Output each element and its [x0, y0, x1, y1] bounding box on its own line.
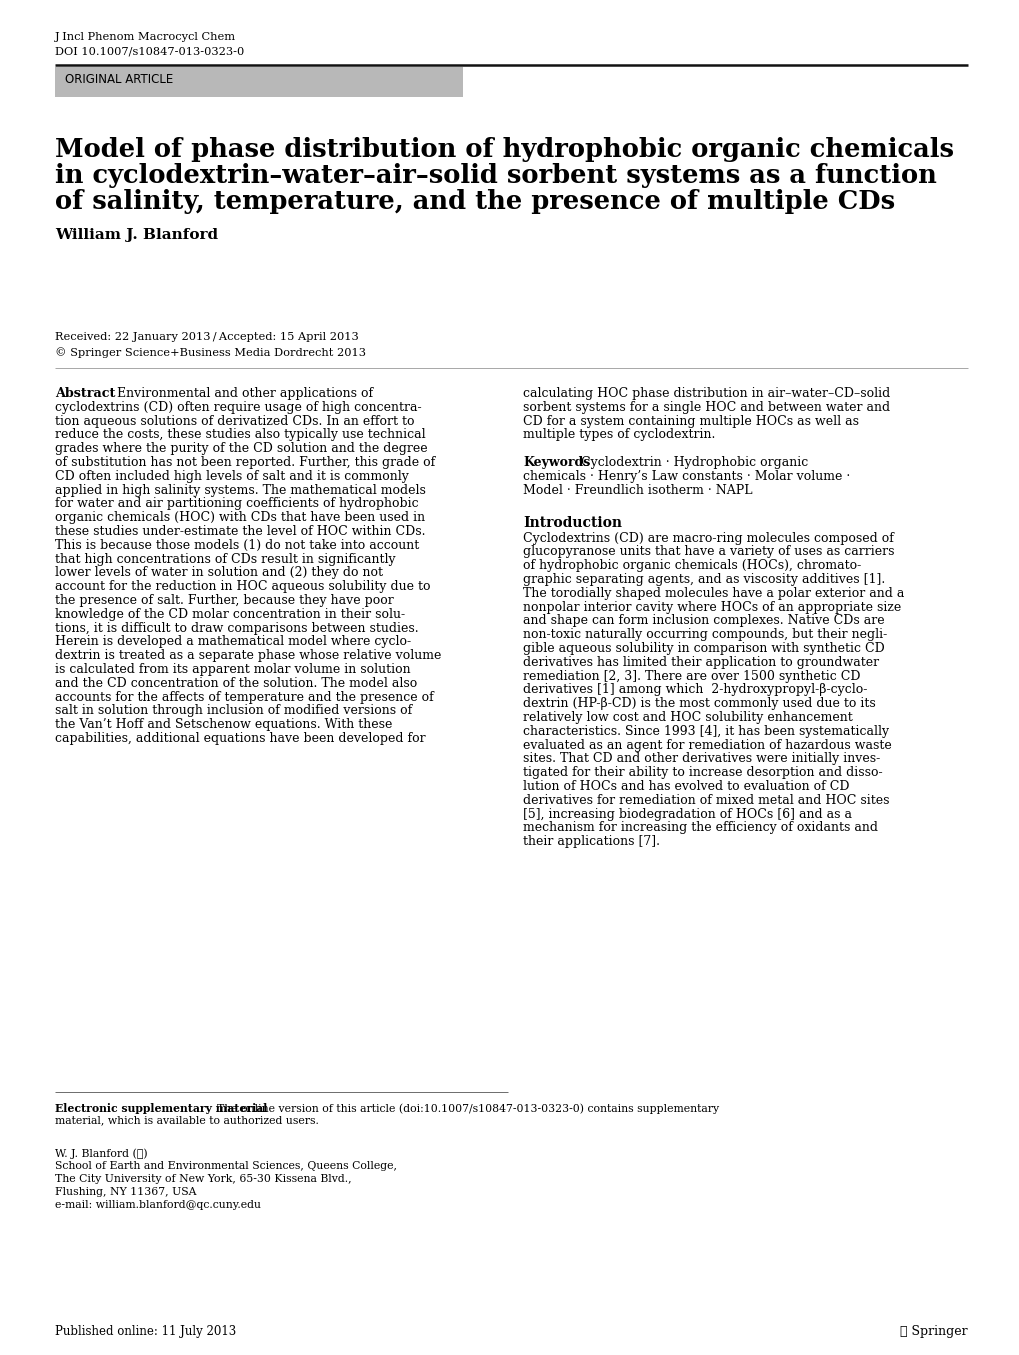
Text: The online version of this article (doi:10.1007/s10847-013-0323-0) contains supp: The online version of this article (doi:… [210, 1103, 718, 1114]
Text: of salinity, temperature, and the presence of multiple CDs: of salinity, temperature, and the presen… [55, 188, 895, 214]
Text: cyclodextrins (CD) often require usage of high concentra-: cyclodextrins (CD) often require usage o… [55, 401, 421, 413]
Text: Cyclodextrins (CD) are macro-ring molecules composed of: Cyclodextrins (CD) are macro-ring molecu… [523, 531, 893, 545]
Text: This is because those models (1) do not take into account: This is because those models (1) do not … [55, 539, 419, 551]
Text: remediation [2, 3]. There are over 1500 synthetic CD: remediation [2, 3]. There are over 1500 … [523, 669, 860, 683]
Text: e-mail: william.blanford@qc.cuny.edu: e-mail: william.blanford@qc.cuny.edu [55, 1201, 261, 1210]
Text: for water and air partitioning coefficients of hydrophobic: for water and air partitioning coefficie… [55, 497, 418, 511]
Text: capabilities, additional equations have been developed for: capabilities, additional equations have … [55, 732, 425, 745]
Text: W. J. Blanford (✉): W. J. Blanford (✉) [55, 1148, 148, 1159]
Text: of hydrophobic organic chemicals (HOCs), chromato-: of hydrophobic organic chemicals (HOCs),… [523, 560, 860, 572]
Text: Received: 22 January 2013 / Accepted: 15 April 2013: Received: 22 January 2013 / Accepted: 15… [55, 332, 359, 341]
Text: of substitution has not been reported. Further, this grade of: of substitution has not been reported. F… [55, 457, 435, 469]
Text: applied in high salinity systems. The mathematical models: applied in high salinity systems. The ma… [55, 484, 426, 496]
Text: account for the reduction in HOC aqueous solubility due to: account for the reduction in HOC aqueous… [55, 580, 430, 593]
Text: Cyclodextrin · Hydrophobic organic: Cyclodextrin · Hydrophobic organic [581, 457, 807, 469]
Text: Flushing, NY 11367, USA: Flushing, NY 11367, USA [55, 1187, 197, 1196]
Text: grades where the purity of the CD solution and the degree: grades where the purity of the CD soluti… [55, 442, 427, 455]
Text: and the CD concentration of the solution. The model also: and the CD concentration of the solution… [55, 676, 417, 690]
Text: relatively low cost and HOC solubility enhancement: relatively low cost and HOC solubility e… [523, 711, 852, 724]
Text: glucopyranose units that have a variety of uses as carriers: glucopyranose units that have a variety … [523, 546, 894, 558]
Text: The City University of New York, 65-30 Kissena Blvd.,: The City University of New York, 65-30 K… [55, 1173, 352, 1184]
Text: reduce the costs, these studies also typically use technical: reduce the costs, these studies also typ… [55, 428, 425, 442]
Text: calculating HOC phase distribution in air–water–CD–solid: calculating HOC phase distribution in ai… [523, 388, 890, 400]
Text: organic chemicals (HOC) with CDs that have been used in: organic chemicals (HOC) with CDs that ha… [55, 511, 425, 524]
Text: their applications [7].: their applications [7]. [523, 835, 659, 848]
Text: the presence of salt. Further, because they have poor: the presence of salt. Further, because t… [55, 593, 393, 607]
Text: lower levels of water in solution and (2) they do not: lower levels of water in solution and (2… [55, 566, 382, 580]
Text: J Incl Phenom Macrocycl Chem: J Incl Phenom Macrocycl Chem [55, 33, 235, 42]
Text: evaluated as an agent for remediation of hazardous waste: evaluated as an agent for remediation of… [523, 738, 891, 752]
Text: dextrin (HP-β-CD) is the most commonly used due to its: dextrin (HP-β-CD) is the most commonly u… [523, 698, 875, 710]
Text: Published online: 11 July 2013: Published online: 11 July 2013 [55, 1325, 236, 1337]
Text: dextrin is treated as a separate phase whose relative volume: dextrin is treated as a separate phase w… [55, 649, 441, 663]
Text: Herein is developed a mathematical model where cyclo-: Herein is developed a mathematical model… [55, 635, 411, 649]
Text: mechanism for increasing the efficiency of oxidants and: mechanism for increasing the efficiency … [523, 821, 877, 835]
Text: accounts for the affects of temperature and the presence of: accounts for the affects of temperature … [55, 691, 433, 703]
Text: Model · Freundlich isotherm · NAPL: Model · Freundlich isotherm · NAPL [523, 484, 752, 497]
Text: tions, it is difficult to draw comparisons between studies.: tions, it is difficult to draw compariso… [55, 622, 418, 634]
Text: derivatives [1] among which  2-hydroxypropyl-β-cyclo-: derivatives [1] among which 2-hydroxypro… [523, 683, 866, 696]
Text: School of Earth and Environmental Sciences, Queens College,: School of Earth and Environmental Scienc… [55, 1161, 396, 1171]
Text: CD for a system containing multiple HOCs as well as: CD for a system containing multiple HOCs… [523, 415, 858, 428]
Text: Environmental and other applications of: Environmental and other applications of [117, 388, 373, 400]
Text: material, which is available to authorized users.: material, which is available to authoriz… [55, 1115, 319, 1125]
Text: DOI 10.1007/s10847-013-0323-0: DOI 10.1007/s10847-013-0323-0 [55, 47, 244, 57]
Text: gible aqueous solubility in comparison with synthetic CD: gible aqueous solubility in comparison w… [523, 642, 883, 654]
Text: Electronic supplementary material: Electronic supplementary material [55, 1103, 267, 1114]
Text: multiple types of cyclodextrin.: multiple types of cyclodextrin. [523, 428, 714, 442]
Text: in cyclodextrin–water–air–solid sorbent systems as a function: in cyclodextrin–water–air–solid sorbent … [55, 163, 936, 188]
Text: CD often included high levels of salt and it is commonly: CD often included high levels of salt an… [55, 470, 409, 482]
Text: is calculated from its apparent molar volume in solution: is calculated from its apparent molar vo… [55, 663, 411, 676]
Text: knowledge of the CD molar concentration in their solu-: knowledge of the CD molar concentration … [55, 608, 405, 621]
Text: derivatives has limited their application to groundwater: derivatives has limited their applicatio… [523, 656, 878, 669]
Text: [5], increasing biodegradation of HOCs [6] and as a: [5], increasing biodegradation of HOCs [… [523, 808, 851, 821]
Bar [55, 66, 463, 98]
Text: Introduction: Introduction [523, 516, 622, 530]
Text: tion aqueous solutions of derivatized CDs. In an effort to: tion aqueous solutions of derivatized CD… [55, 415, 414, 428]
Text: sites. That CD and other derivatives were initially inves-: sites. That CD and other derivatives wer… [523, 752, 879, 766]
Text: tigated for their ability to increase desorption and disso-: tigated for their ability to increase de… [523, 766, 881, 779]
Text: ORIGINAL ARTICLE: ORIGINAL ARTICLE [65, 73, 173, 85]
Text: lution of HOCs and has evolved to evaluation of CD: lution of HOCs and has evolved to evalua… [523, 780, 849, 793]
Text: these studies under-estimate the level of HOC within CDs.: these studies under-estimate the level o… [55, 524, 425, 538]
Text: the Van’t Hoff and Setschenow equations. With these: the Van’t Hoff and Setschenow equations.… [55, 718, 392, 732]
Text: characteristics. Since 1993 [4], it has been systematically: characteristics. Since 1993 [4], it has … [523, 725, 889, 738]
Text: non-toxic naturally occurring compounds, but their negli-: non-toxic naturally occurring compounds,… [523, 629, 887, 641]
Text: and shape can form inclusion complexes. Native CDs are: and shape can form inclusion complexes. … [523, 614, 883, 627]
Text: nonpolar interior cavity where HOCs of an appropriate size: nonpolar interior cavity where HOCs of a… [523, 600, 901, 614]
Text: Abstract: Abstract [55, 388, 115, 400]
Text: Model of phase distribution of hydrophobic organic chemicals: Model of phase distribution of hydrophob… [55, 137, 953, 163]
Text: © Springer Science+Business Media Dordrecht 2013: © Springer Science+Business Media Dordre… [55, 347, 366, 358]
Text: The torodially shaped molecules have a polar exterior and a: The torodially shaped molecules have a p… [523, 587, 904, 600]
Text: sorbent systems for a single HOC and between water and: sorbent systems for a single HOC and bet… [523, 401, 890, 413]
Text: William J. Blanford: William J. Blanford [55, 228, 218, 243]
Text: that high concentrations of CDs result in significantly: that high concentrations of CDs result i… [55, 553, 395, 565]
Text: Keywords: Keywords [523, 457, 590, 469]
Text: graphic separating agents, and as viscosity additives [1].: graphic separating agents, and as viscos… [523, 573, 884, 585]
Text: ☉ Springer: ☉ Springer [899, 1325, 967, 1337]
Text: chemicals · Henry’s Law constants · Molar volume ·: chemicals · Henry’s Law constants · Mola… [523, 470, 850, 482]
Text: salt in solution through inclusion of modified versions of: salt in solution through inclusion of mo… [55, 705, 412, 717]
Text: derivatives for remediation of mixed metal and HOC sites: derivatives for remediation of mixed met… [523, 794, 889, 806]
